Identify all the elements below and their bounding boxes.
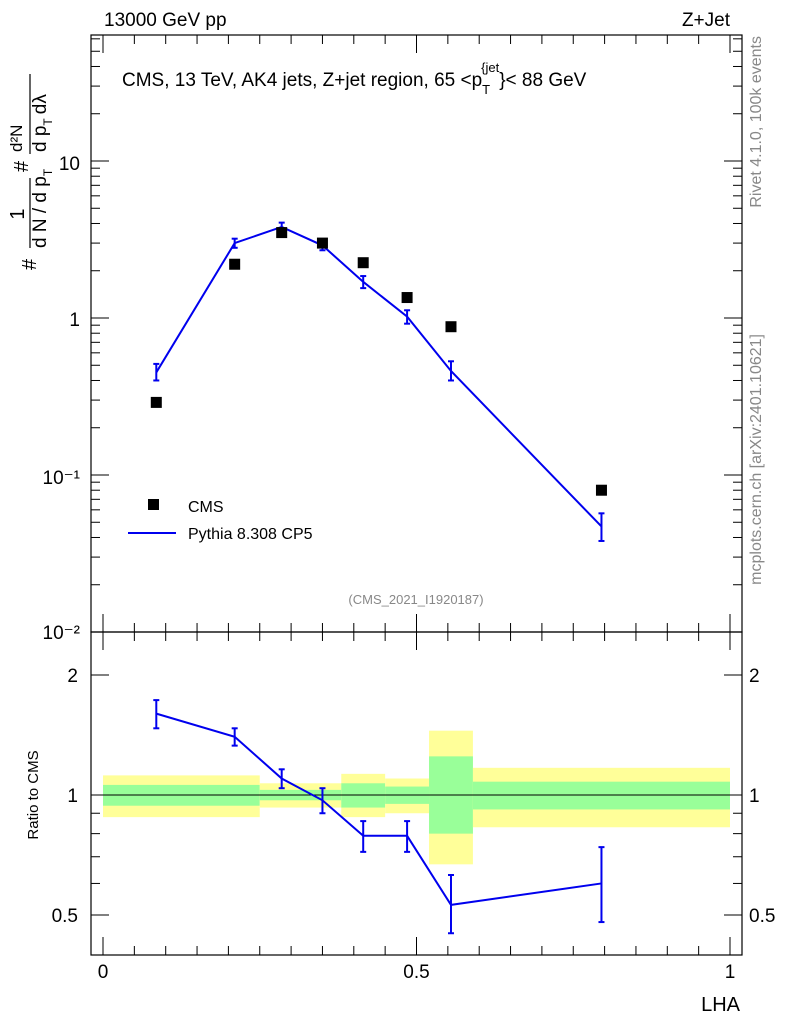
y-tick-label-10: 10: [59, 154, 80, 175]
ratio-tick-labels: 0.5 0.5 1 1 2 2 0 0.5 1: [52, 666, 776, 983]
cms-data-point: [150, 396, 162, 408]
ylabel-dN-text: d N / d p: [30, 176, 51, 248]
legend-label-cms: CMS: [188, 499, 224, 516]
x-tick-label: 0.5: [403, 962, 429, 983]
ylabel-dpT-text: d p: [30, 126, 51, 152]
ylabel-sub-T1: T: [41, 168, 55, 176]
main-panel: CMS, 13 TeV, AK4 jets, Z+jet region, 65 …: [7, 34, 743, 644]
y-tick-label-1: 1: [69, 310, 80, 331]
legend-marker-cms: [148, 499, 159, 510]
cms-data-point: [276, 227, 288, 239]
ratio-y-tick-label-right: 2: [749, 666, 760, 687]
main-ticks: [91, 35, 742, 633]
ratio-band-inner: [472, 781, 730, 810]
title-sup: {jet: [481, 60, 499, 75]
ylabel-dpT: d pTdλ: [30, 94, 55, 152]
side-label-mcplots: mcplots.cern.ch [arXiv:2401.10621]: [748, 334, 765, 585]
ratio-y-tick-label-right: 0.5: [749, 906, 775, 927]
pythia-series-line: [155, 225, 603, 528]
ratio-y-tick-label-left: 1: [67, 786, 78, 807]
title-sub: T: [482, 82, 490, 97]
legend-label-pythia: Pythia 8.308 CP5: [188, 526, 313, 543]
side-label-rivet: Rivet 4.1.0, 100k events: [748, 36, 765, 208]
ylabel-hash1: #: [19, 258, 41, 270]
y-tick-label-0.1: 10⁻¹: [43, 468, 81, 489]
ratio-ticks: [91, 632, 742, 955]
ylabel-dlambda: dλ: [30, 94, 51, 115]
ylabel-d2N: d²N: [7, 125, 26, 152]
ylabel-dN: d N / d pT: [30, 168, 55, 248]
cms-data-point: [316, 237, 328, 249]
ratio-panel: Ratio to CMS LHA 0.5 0.5 1 1 2 2 0 0.5 1: [25, 631, 776, 1016]
cms-data-point: [445, 321, 457, 333]
cms-data-point: [595, 484, 607, 496]
x-axis-label: LHA: [701, 994, 741, 1016]
ratio-bands: [103, 730, 730, 865]
header-right: Z+Jet: [682, 10, 731, 31]
ylabel-hash2: #: [11, 160, 33, 172]
cms-data-point: [401, 292, 413, 304]
cms-data-point: [357, 257, 369, 269]
header-left: 13000 GeV pp: [104, 10, 227, 31]
ylabel-sub-T2: T: [41, 118, 55, 126]
title-prefix: CMS, 13 TeV, AK4 jets, Z+jet region, 65 …: [122, 70, 482, 91]
analysis-watermark: (CMS_2021_I1920187): [348, 592, 483, 607]
title-suffix: }< 88 GeV: [499, 70, 586, 91]
ratio-marks: [91, 699, 742, 935]
main-marks: [150, 221, 607, 542]
ratio-series-line: [156, 712, 602, 906]
ratio-y-label: Ratio to CMS: [25, 750, 42, 839]
chart-title: CMS, 13 TeV, AK4 jets, Z+jet region, 65 …: [122, 60, 587, 97]
ratio-y-tick-label-right: 1: [749, 786, 760, 807]
y-axis-label: # 1 d N / d pT # d²N d pTdλ: [7, 74, 55, 270]
ratio-y-tick-label-left: 0.5: [52, 906, 78, 927]
cms-data-point: [229, 258, 241, 270]
ylabel-one: 1: [7, 208, 29, 219]
x-tick-label: 0: [98, 962, 109, 983]
y-tick-label-0.01: 10⁻²: [43, 623, 81, 644]
ratio-y-tick-label-left: 2: [67, 666, 78, 687]
x-tick-label: 1: [725, 962, 736, 983]
